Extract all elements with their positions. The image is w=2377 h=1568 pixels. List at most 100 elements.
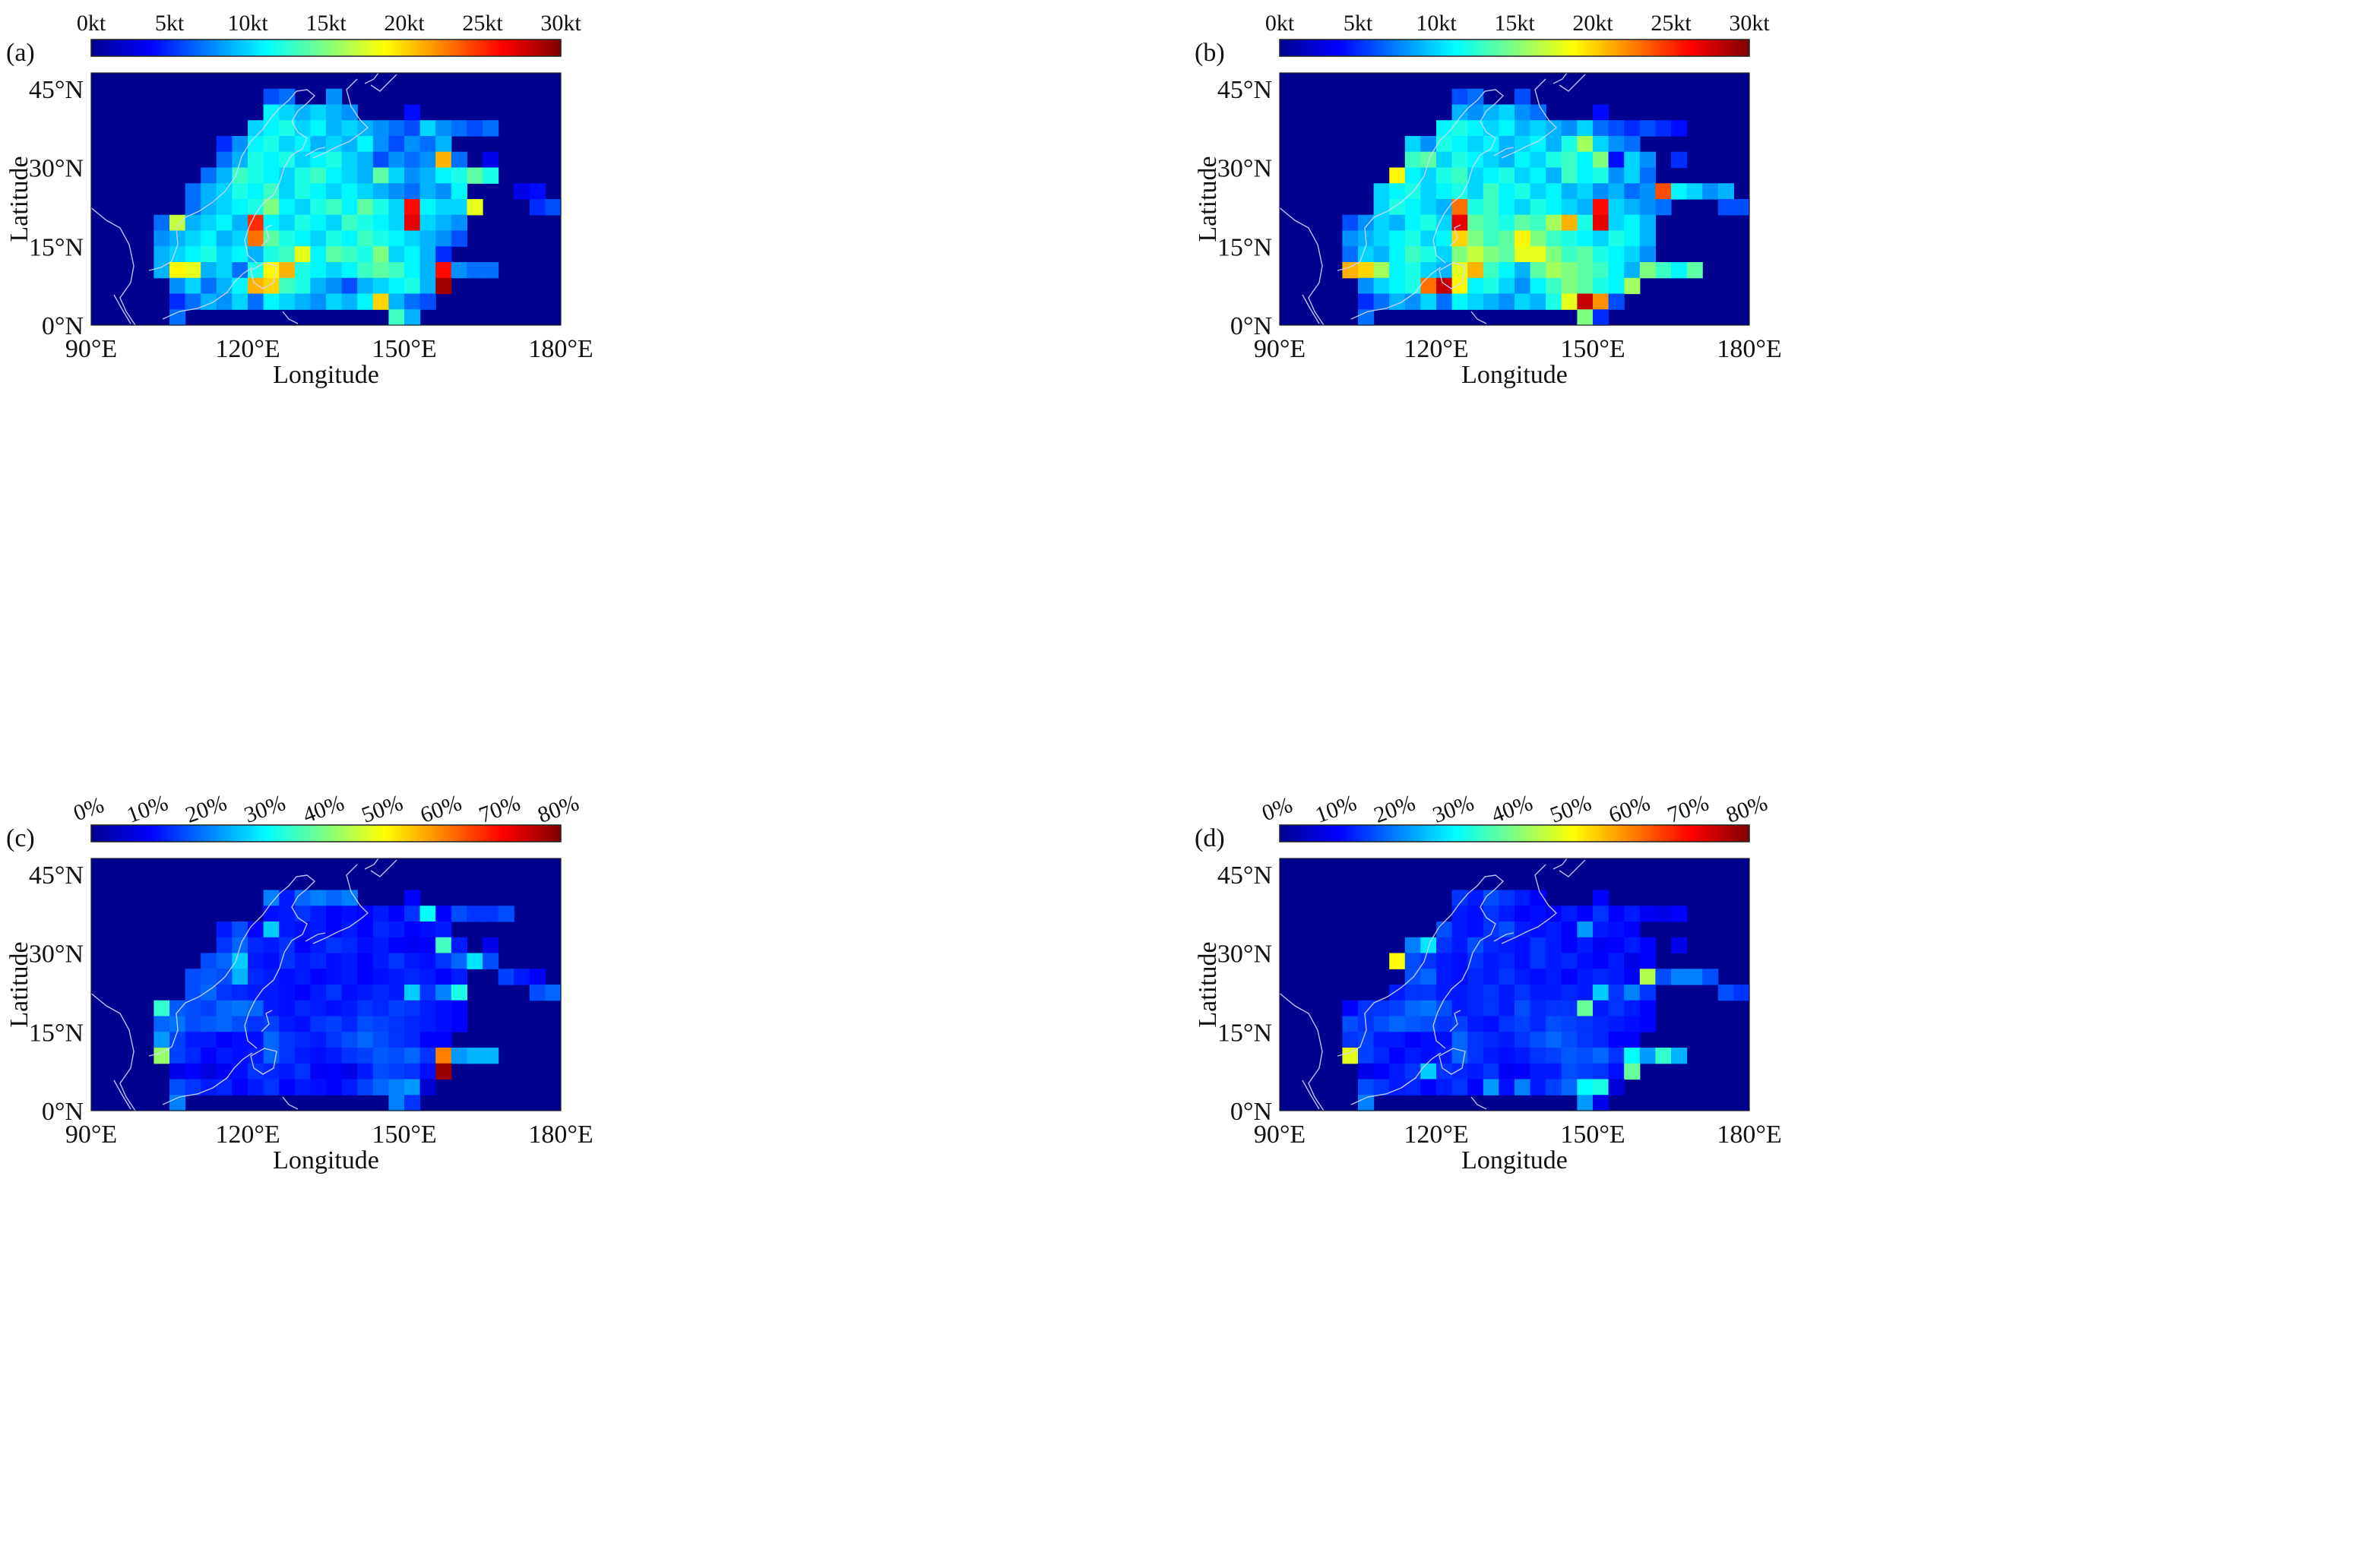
colorbar xyxy=(90,824,562,842)
heatmap-cell xyxy=(1515,88,1531,106)
heatmap-cell xyxy=(279,293,296,310)
heatmap-cell xyxy=(248,293,264,310)
heatmap-cell xyxy=(1499,293,1515,310)
heatmap-cell xyxy=(483,937,499,954)
heatmap-cell xyxy=(1624,953,1641,969)
heatmap-cell xyxy=(1404,151,1421,169)
heatmap-cell xyxy=(248,1016,264,1032)
heatmap-cell xyxy=(1499,890,1515,906)
heatmap-cell xyxy=(1499,1016,1515,1032)
heatmap-cell xyxy=(388,183,405,200)
heatmap-cell xyxy=(514,183,530,200)
heatmap-cell xyxy=(1404,985,1421,1001)
heatmap-cell xyxy=(1530,199,1546,216)
heatmap-cell xyxy=(1436,985,1453,1001)
heatmap-cell xyxy=(435,183,452,200)
heatmap-cell xyxy=(1577,277,1594,295)
colorbar-tick-label: 0kt xyxy=(1265,11,1295,36)
colorbar xyxy=(1279,39,1750,57)
heatmap-cell xyxy=(294,1000,311,1017)
heatmap-cell xyxy=(1451,277,1468,295)
heatmap-cell xyxy=(451,985,467,1001)
heatmap-cell xyxy=(1515,120,1531,137)
heatmap-cell xyxy=(310,890,327,906)
y-tick-label: 30°N xyxy=(1217,940,1272,969)
y-axis-label: Latitude xyxy=(1194,156,1222,242)
heatmap-cell xyxy=(1608,183,1625,200)
heatmap-cell xyxy=(1404,136,1421,153)
heatmap-cell xyxy=(1561,985,1578,1001)
heatmap-cell xyxy=(372,985,389,1001)
heatmap-cell xyxy=(1389,1032,1406,1048)
heatmap-cell xyxy=(1593,199,1609,216)
heatmap-cell xyxy=(1608,120,1625,137)
heatmap-cell xyxy=(419,1079,436,1095)
heatmap-cell xyxy=(1467,890,1484,906)
heatmap-cell xyxy=(294,953,311,969)
heatmap-cell xyxy=(1702,969,1719,985)
heatmap-cell xyxy=(1593,922,1609,938)
heatmap-cell xyxy=(1717,199,1734,216)
panel-label: (d) xyxy=(1195,824,1225,852)
heatmap-cell xyxy=(1404,293,1421,310)
heatmap-cell xyxy=(1639,1000,1656,1017)
colorbar-tick-label: 30% xyxy=(241,790,289,828)
panel-label: (b) xyxy=(1195,39,1225,67)
heatmap-cell xyxy=(1624,230,1641,247)
heatmap-cell xyxy=(263,167,280,184)
heatmap-cell xyxy=(185,246,201,263)
heatmap-cell xyxy=(1624,151,1641,169)
panel-c: 0% 10% 20% 30% 40% 50% 60% 70% 80% (c) 0°N 15°N 30°N… xyxy=(5,790,593,1174)
heatmap-cell xyxy=(357,1016,374,1032)
heatmap-cell xyxy=(435,906,452,922)
heatmap-cell xyxy=(341,230,358,247)
heatmap-cell xyxy=(1451,969,1468,985)
heatmap-cell xyxy=(404,1048,421,1064)
heatmap-cell xyxy=(1467,1048,1484,1064)
heatmap-cell xyxy=(1593,151,1609,169)
heatmap-cell xyxy=(1671,120,1688,137)
heatmap-cell xyxy=(232,214,248,232)
heatmap-cell xyxy=(216,1079,233,1095)
heatmap-cell xyxy=(185,969,201,985)
heatmap-cell xyxy=(201,953,217,969)
heatmap-cell xyxy=(1483,890,1499,906)
colorbar-tick-label: 50% xyxy=(359,790,407,828)
heatmap-cell xyxy=(326,1032,343,1048)
heatmap-cell xyxy=(388,1016,405,1032)
heatmap-cell xyxy=(1389,214,1406,232)
heatmap-cell xyxy=(279,214,296,232)
heatmap-cell xyxy=(1530,230,1546,247)
heatmap-cell xyxy=(451,167,467,184)
heatmap-cell xyxy=(404,1095,421,1111)
heatmap-cell xyxy=(467,953,483,969)
heatmap-cell xyxy=(1373,1016,1390,1032)
heatmap-cell xyxy=(1593,167,1609,184)
heatmap-cell xyxy=(1546,1032,1562,1048)
heatmap-cell xyxy=(1530,167,1546,184)
heatmap-cell xyxy=(1608,230,1625,247)
heatmap-cell xyxy=(185,1000,201,1017)
heatmap-cell xyxy=(263,151,280,169)
heatmap-cell xyxy=(404,167,421,184)
heatmap-cell xyxy=(341,922,358,938)
colorbar xyxy=(1279,824,1750,842)
heatmap-cell xyxy=(248,1000,264,1017)
heatmap-cell xyxy=(435,953,452,969)
heatmap-cell xyxy=(1451,230,1468,247)
heatmap-cell xyxy=(1593,277,1609,295)
heatmap-cell xyxy=(388,969,405,985)
heatmap-cell xyxy=(1577,1032,1594,1048)
heatmap-cell xyxy=(419,1048,436,1064)
heatmap-cell xyxy=(1436,246,1453,263)
heatmap-cell xyxy=(294,151,311,169)
heatmap-cell xyxy=(201,985,217,1001)
heatmap-cell xyxy=(404,246,421,263)
heatmap-cell xyxy=(1420,1048,1437,1064)
heatmap-cell xyxy=(294,183,311,200)
heatmap-cell xyxy=(201,183,217,200)
heatmap-cell xyxy=(451,183,467,200)
heatmap-cell xyxy=(404,906,421,922)
heatmap-cell xyxy=(1342,262,1359,279)
heatmap-cell xyxy=(263,277,280,295)
